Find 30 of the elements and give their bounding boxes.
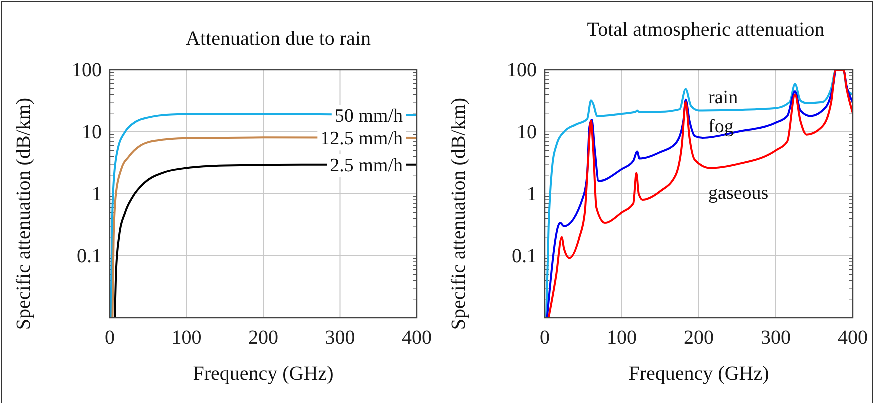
x-tick-label: 300: [325, 327, 356, 350]
x-tick-label: 0: [540, 327, 550, 350]
y-tick-label: 0.1: [77, 245, 102, 268]
x-tick-label: 200: [248, 327, 278, 350]
series-label: 12.5 mm/h: [320, 128, 404, 150]
chart-title: Attenuation due to rain: [186, 28, 371, 50]
y-axis-title: Specific attenuation (dB/km): [13, 98, 35, 330]
y-tick-label: 0.1: [512, 245, 537, 268]
x-tick-label: 300: [761, 327, 791, 350]
x-tick-label: 100: [172, 327, 202, 350]
x-tick-label: 0: [105, 327, 115, 350]
y-tick-label: 1: [92, 183, 102, 206]
series-label: fog: [708, 116, 734, 138]
x-tick-label: 100: [607, 327, 637, 350]
y-axis-title: Specific attenuation (dB/km): [448, 98, 470, 330]
x-axis-title: Frequency (GHz): [193, 363, 334, 385]
x-axis-title: Frequency (GHz): [628, 363, 770, 385]
series-label: 2.5 mm/h: [330, 156, 404, 177]
series-label: gaseous: [708, 182, 769, 204]
y-tick-label: 100: [507, 59, 537, 82]
x-tick-label: 400: [402, 327, 432, 350]
series-label: rain: [708, 88, 739, 109]
chart-title: Total atmospheric attenuation: [587, 19, 825, 41]
x-tick-label: 200: [684, 327, 714, 350]
y-tick-label: 10: [517, 121, 537, 144]
x-tick-label: 400: [838, 327, 868, 350]
y-tick-label: 10: [82, 121, 102, 144]
y-tick-label: 100: [72, 59, 102, 82]
y-tick-label: 1: [527, 183, 537, 206]
series-label: 50 mm/h: [334, 106, 404, 128]
